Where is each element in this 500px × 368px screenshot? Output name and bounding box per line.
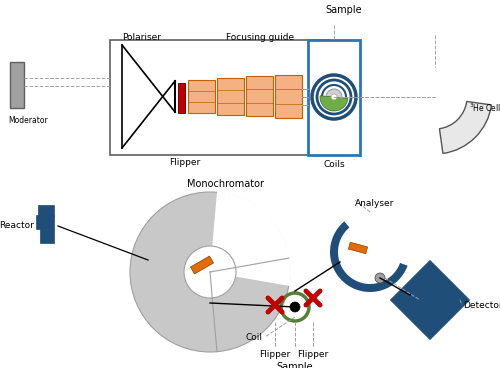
- Circle shape: [184, 246, 236, 298]
- Text: Monochromator: Monochromator: [186, 179, 264, 189]
- Bar: [188, 80, 215, 113]
- Wedge shape: [440, 102, 492, 153]
- Polygon shape: [348, 242, 368, 254]
- Text: Reactor: Reactor: [0, 222, 34, 230]
- Bar: [40, 229, 54, 243]
- Text: Focusing guide: Focusing guide: [226, 33, 294, 42]
- Bar: [308, 40, 360, 155]
- Polygon shape: [390, 261, 469, 340]
- Circle shape: [130, 192, 290, 352]
- Circle shape: [326, 89, 342, 105]
- Bar: [217, 78, 244, 115]
- Wedge shape: [330, 222, 407, 292]
- Circle shape: [290, 302, 300, 312]
- Text: Detector: Detector: [463, 301, 500, 309]
- Text: Polariser: Polariser: [122, 33, 162, 42]
- Circle shape: [375, 273, 385, 283]
- Text: Flipper: Flipper: [170, 158, 200, 167]
- Text: Moderator: Moderator: [8, 116, 48, 125]
- Circle shape: [331, 94, 337, 100]
- Bar: [36, 215, 54, 229]
- Bar: [178, 83, 185, 113]
- Text: Coils: Coils: [323, 160, 345, 169]
- Wedge shape: [210, 191, 291, 286]
- Text: Sample: Sample: [276, 362, 314, 368]
- Text: Flipper: Flipper: [260, 350, 290, 359]
- Wedge shape: [320, 96, 348, 111]
- Bar: [275, 75, 302, 118]
- Bar: [38, 205, 54, 217]
- Bar: [110, 40, 330, 155]
- Text: Analyser: Analyser: [356, 199, 395, 208]
- Text: Coil: Coil: [246, 333, 263, 342]
- Polygon shape: [190, 256, 214, 274]
- Bar: [10, 62, 24, 108]
- Text: Flipper: Flipper: [298, 350, 328, 359]
- Text: Sample: Sample: [326, 5, 362, 15]
- Bar: [246, 76, 273, 116]
- Text: $^3$He Cell: $^3$He Cell: [469, 102, 500, 114]
